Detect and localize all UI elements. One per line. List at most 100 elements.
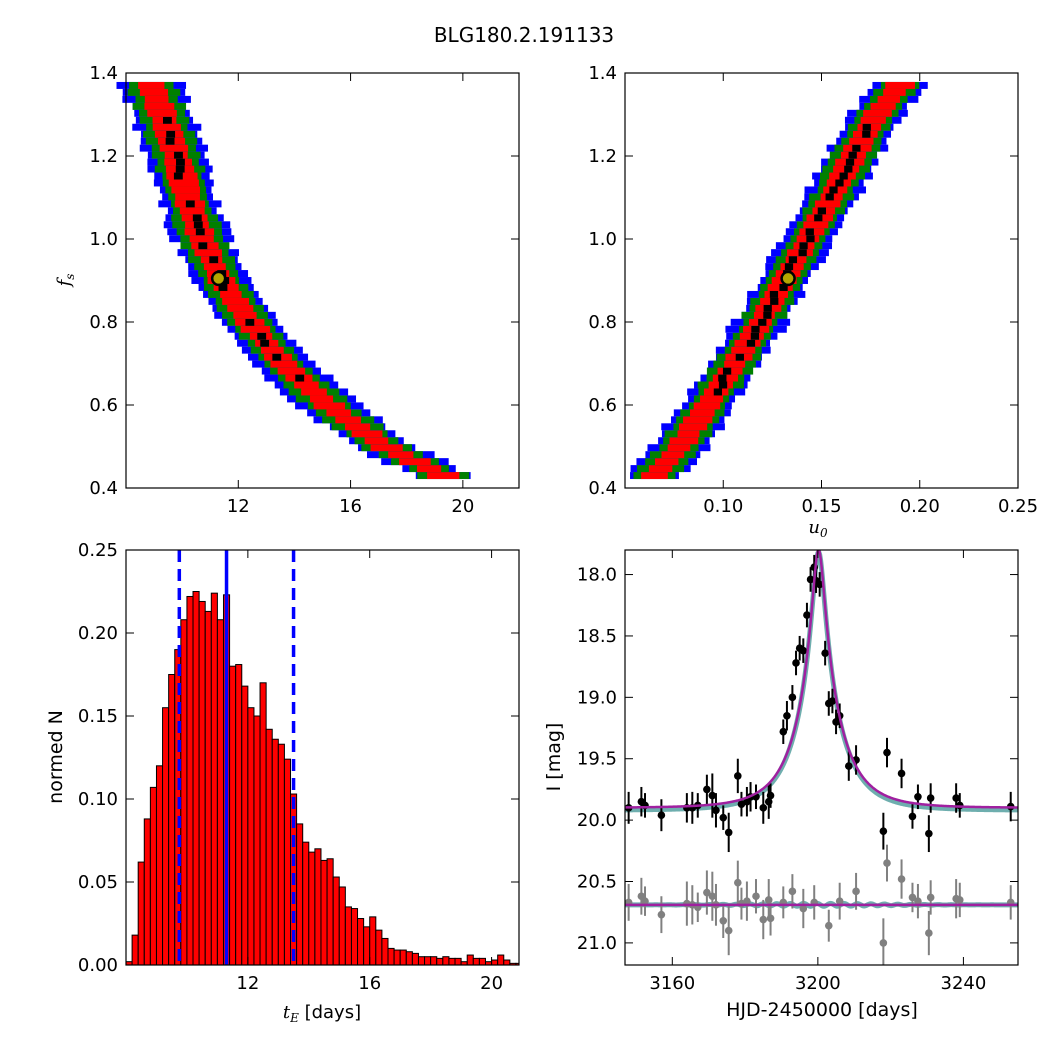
- heatmap-ytick-label: 0.6: [588, 395, 617, 416]
- histogram-bar: [369, 916, 377, 966]
- contour-cell-sigma1: [669, 437, 699, 445]
- contour-cell-sigma1: [159, 144, 189, 152]
- histogram-bar: [180, 619, 188, 966]
- baseline-point: [766, 914, 775, 923]
- baseline-point: [703, 888, 711, 897]
- contour-cell-sigma1: [260, 346, 284, 354]
- source-point: [815, 580, 824, 589]
- contour-cell-sigma1: [883, 88, 906, 96]
- hist-ytick-label: 0.25: [78, 540, 118, 561]
- baseline-point: [799, 904, 808, 913]
- best-likelihood-cell: [784, 263, 794, 271]
- histogram-bar: [405, 951, 413, 966]
- heatmap-ytick-label: 1.2: [588, 146, 617, 167]
- histogram-bar: [454, 957, 462, 966]
- lc-ytick-label: 19.0: [577, 687, 617, 708]
- contour-cell-sigma1: [731, 346, 756, 354]
- histogram-bar: [503, 959, 511, 966]
- best-likelihood-cell: [193, 221, 203, 229]
- best-likelihood-cell: [852, 144, 861, 152]
- source-point: [783, 711, 791, 720]
- histogram-bar: [259, 682, 267, 966]
- plot-frame: [624, 549, 1019, 966]
- histogram-bar: [247, 707, 255, 966]
- heatmap-ytick-label: 0.4: [89, 478, 118, 499]
- histogram-bar: [375, 929, 383, 966]
- contour-cell-sigma1: [860, 116, 886, 124]
- best-likelihood-cell: [295, 374, 305, 382]
- contour-cell-sigma1: [152, 123, 181, 131]
- best-likelihood-cell: [185, 200, 195, 208]
- histogram-bar: [314, 848, 322, 966]
- best-likelihood-cell: [779, 283, 788, 291]
- contour-cell-sigma1: [849, 137, 874, 145]
- best-likelihood-cell: [862, 130, 871, 138]
- best-likelihood-cell: [798, 249, 807, 257]
- baseline-point: [724, 926, 733, 935]
- baseline-point: [835, 897, 844, 905]
- contour-cell-sigma1: [220, 290, 242, 298]
- best-likelihood-cell: [175, 165, 185, 173]
- baseline-point: [788, 887, 797, 896]
- histogram-bar: [338, 886, 346, 966]
- best-likelihood-cell: [788, 256, 798, 264]
- histogram-bar: [162, 707, 170, 966]
- contour-cell-sigma1: [301, 388, 327, 396]
- source-point: [708, 791, 717, 800]
- contour-cell-sigma1: [399, 458, 431, 466]
- histogram-bar: [168, 674, 176, 966]
- x-axis-label-subscript: E: [289, 1011, 299, 1025]
- source-point: [908, 812, 917, 821]
- source-point: [703, 785, 711, 794]
- best-likelihood-cell: [763, 311, 772, 319]
- best-likelihood-cell: [799, 242, 808, 250]
- best-likelihood-cell: [163, 116, 172, 124]
- baseline-point: [759, 915, 768, 924]
- best-likelihood-cell: [805, 228, 814, 236]
- heatmap-ytick-label: 1.4: [89, 63, 118, 84]
- best-likelihood-cell: [245, 318, 255, 326]
- source-point: [832, 718, 840, 726]
- histogram-bar: [357, 918, 365, 966]
- heatmap-xtick-label: 16: [339, 496, 362, 517]
- source-point: [925, 829, 933, 838]
- source-point: [724, 828, 733, 837]
- contour-cell-sigma1: [277, 367, 306, 375]
- contour-cell-sigma1: [648, 465, 673, 473]
- contour-cell-sigma1: [679, 423, 708, 431]
- histogram-bar: [198, 600, 206, 966]
- lc-xtick-label: 3240: [941, 973, 987, 994]
- histogram-bar: [326, 858, 334, 966]
- lc-ytick-label: 18.5: [577, 626, 617, 647]
- histogram-bar: [216, 619, 224, 966]
- source-point: [952, 794, 960, 802]
- histogram-bar: [204, 610, 212, 966]
- source-point: [734, 772, 742, 780]
- best-likelihood-cell: [751, 325, 760, 333]
- contour-cell-sigma1: [877, 95, 900, 103]
- contour-cell-sigma1: [677, 430, 700, 438]
- heatmap-ytick-label: 0.8: [588, 312, 617, 333]
- contour-cell-sigma1: [641, 472, 668, 480]
- contour-cell-sigma1: [326, 409, 352, 417]
- best-likelihood-cell: [174, 151, 183, 159]
- best-likelihood-cell: [722, 367, 732, 375]
- contour-cell-sigma1: [309, 395, 334, 403]
- histogram-bar: [253, 715, 261, 966]
- contour-cell-sigma1: [144, 95, 169, 103]
- panel-te-vs-fs: 12 16 20 0.4 0.6 0.8 1.0 1.2 1.4 fs: [54, 63, 520, 517]
- contour-cell-sigma1: [203, 263, 226, 271]
- source-point: [897, 769, 906, 778]
- histogram-bar: [332, 876, 340, 966]
- contour-cell-sigma1: [344, 423, 371, 431]
- source-point: [883, 748, 891, 757]
- hist-ytick-label: 0.00: [78, 955, 118, 976]
- histogram-bar: [393, 949, 401, 966]
- y-axis-label: normed N: [45, 710, 67, 804]
- histogram-bar: [308, 851, 316, 966]
- histogram-bar: [350, 908, 359, 966]
- x-axis-label-rest: [days]: [299, 1002, 361, 1023]
- best-likelihood-cell: [750, 332, 760, 340]
- contour-cell-sigma1: [803, 221, 829, 229]
